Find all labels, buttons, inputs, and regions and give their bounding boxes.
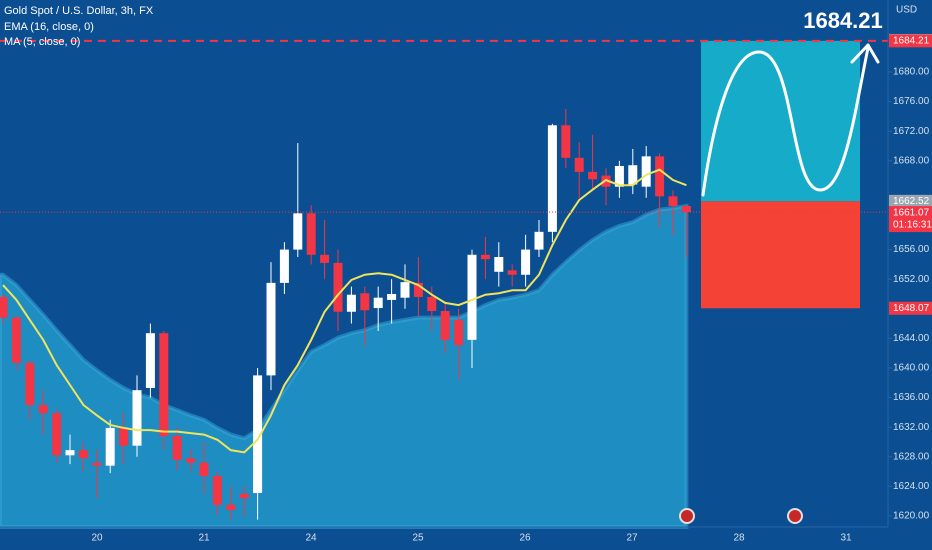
stop-label: 1648.07 bbox=[893, 303, 930, 314]
target-label: 1684.21 bbox=[893, 35, 930, 46]
candle-body bbox=[454, 319, 464, 346]
candle-body bbox=[574, 157, 584, 172]
candle-body bbox=[65, 450, 75, 456]
event-flag[interactable] bbox=[787, 508, 803, 524]
y-tick-label: 1620.00 bbox=[893, 511, 930, 522]
candle-body bbox=[320, 254, 330, 263]
x-tick-label: 20 bbox=[91, 533, 103, 544]
candle-body bbox=[668, 196, 678, 206]
candle-body bbox=[641, 156, 651, 187]
candle-body bbox=[105, 427, 115, 466]
event-flag[interactable] bbox=[679, 508, 695, 524]
target-tag-box bbox=[889, 34, 932, 48]
entry-tag-box bbox=[889, 194, 932, 208]
x-tick-label: 28 bbox=[733, 533, 745, 544]
stop-zone bbox=[701, 201, 860, 309]
candle-body bbox=[212, 476, 222, 505]
currency-label: USD bbox=[896, 5, 917, 16]
candle-body bbox=[387, 293, 397, 300]
candle-body bbox=[400, 282, 410, 298]
candle-body bbox=[561, 125, 571, 158]
candle-body bbox=[279, 249, 289, 283]
candle-body bbox=[306, 213, 316, 255]
candle-body bbox=[467, 254, 477, 340]
candle-body bbox=[172, 436, 182, 460]
candle-body bbox=[78, 450, 88, 459]
candle-body bbox=[480, 254, 490, 260]
candle-body bbox=[199, 462, 209, 477]
last-price-label: 1661.07 bbox=[893, 208, 930, 219]
y-tick-label: 1652.00 bbox=[893, 274, 930, 285]
y-tick-label: 1644.00 bbox=[893, 333, 930, 344]
x-tick-label: 24 bbox=[305, 533, 317, 544]
candle-body bbox=[427, 296, 437, 312]
candle-body bbox=[413, 282, 423, 297]
x-tick-label: 26 bbox=[519, 533, 531, 544]
candle-body bbox=[360, 293, 370, 311]
candle-body bbox=[119, 427, 129, 446]
overlay-layer: 1684.21 bbox=[0, 8, 888, 454]
candle-body bbox=[440, 311, 450, 340]
candle-body bbox=[38, 404, 48, 414]
target-zone bbox=[701, 40, 860, 202]
y-tick-label: 1640.00 bbox=[893, 363, 930, 374]
indicator-legend: MA (5, close, 0) bbox=[4, 36, 80, 48]
y-tick-label: 1676.00 bbox=[893, 96, 930, 107]
x-tick-label: 25 bbox=[412, 533, 424, 544]
x-tick-label: 27 bbox=[626, 533, 638, 544]
position-layer bbox=[701, 40, 860, 309]
candle-body bbox=[132, 390, 142, 446]
y-tick-label: 1636.00 bbox=[893, 392, 930, 403]
candle-body bbox=[628, 165, 638, 185]
candle-body bbox=[239, 493, 249, 499]
chart-title: Gold Spot / U.S. Dollar, 3h, FX bbox=[4, 5, 154, 17]
candle-body bbox=[681, 205, 691, 213]
candle-body bbox=[655, 156, 665, 197]
candle-body bbox=[521, 249, 531, 275]
candle-body bbox=[588, 171, 598, 180]
ma-line bbox=[2, 168, 687, 454]
candle-body bbox=[253, 375, 263, 494]
candle-body bbox=[293, 213, 303, 250]
candle-body bbox=[373, 297, 383, 309]
candle-body bbox=[346, 294, 356, 312]
y-tick-label: 1628.00 bbox=[893, 451, 930, 462]
entry-label: 1662.52 bbox=[893, 196, 930, 207]
stop-tag-box bbox=[889, 301, 932, 315]
candle-body bbox=[547, 125, 557, 232]
x-tick-label: 21 bbox=[198, 533, 210, 544]
target-big-label: 1684.21 bbox=[803, 8, 883, 33]
last-price-box bbox=[889, 206, 932, 233]
candle-body bbox=[25, 362, 35, 405]
countdown-label: 01:16:31 bbox=[893, 220, 932, 231]
candle-body bbox=[159, 333, 169, 437]
projection-arrow bbox=[701, 43, 880, 197]
candle-body bbox=[11, 317, 21, 363]
y-tick-label: 1668.00 bbox=[893, 155, 930, 166]
candle-body bbox=[507, 270, 517, 275]
candle-body bbox=[614, 165, 624, 187]
candle-layer bbox=[0, 108, 691, 520]
candle-body bbox=[0, 296, 8, 318]
y-tick-label: 1656.00 bbox=[893, 244, 930, 255]
candle-body bbox=[52, 413, 62, 456]
candle-body bbox=[186, 458, 196, 463]
x-tick-label: 31 bbox=[840, 533, 852, 544]
y-tick-label: 1672.00 bbox=[893, 126, 930, 137]
indicator-area-layer bbox=[0, 203, 689, 529]
candle-body bbox=[494, 256, 504, 272]
y-tick-label: 1624.00 bbox=[893, 481, 930, 492]
ema-area bbox=[0, 203, 689, 529]
candle-body bbox=[266, 282, 276, 376]
y-tick-label: 1632.00 bbox=[893, 422, 930, 433]
candle-body bbox=[145, 333, 155, 388]
indicator-legend: EMA (16, close, 0) bbox=[4, 21, 94, 33]
y-tick-label: 1680.00 bbox=[893, 67, 930, 78]
candle-body bbox=[226, 504, 236, 511]
candle-body bbox=[333, 262, 343, 312]
candle-body bbox=[534, 231, 544, 250]
candle-body bbox=[92, 462, 102, 466]
